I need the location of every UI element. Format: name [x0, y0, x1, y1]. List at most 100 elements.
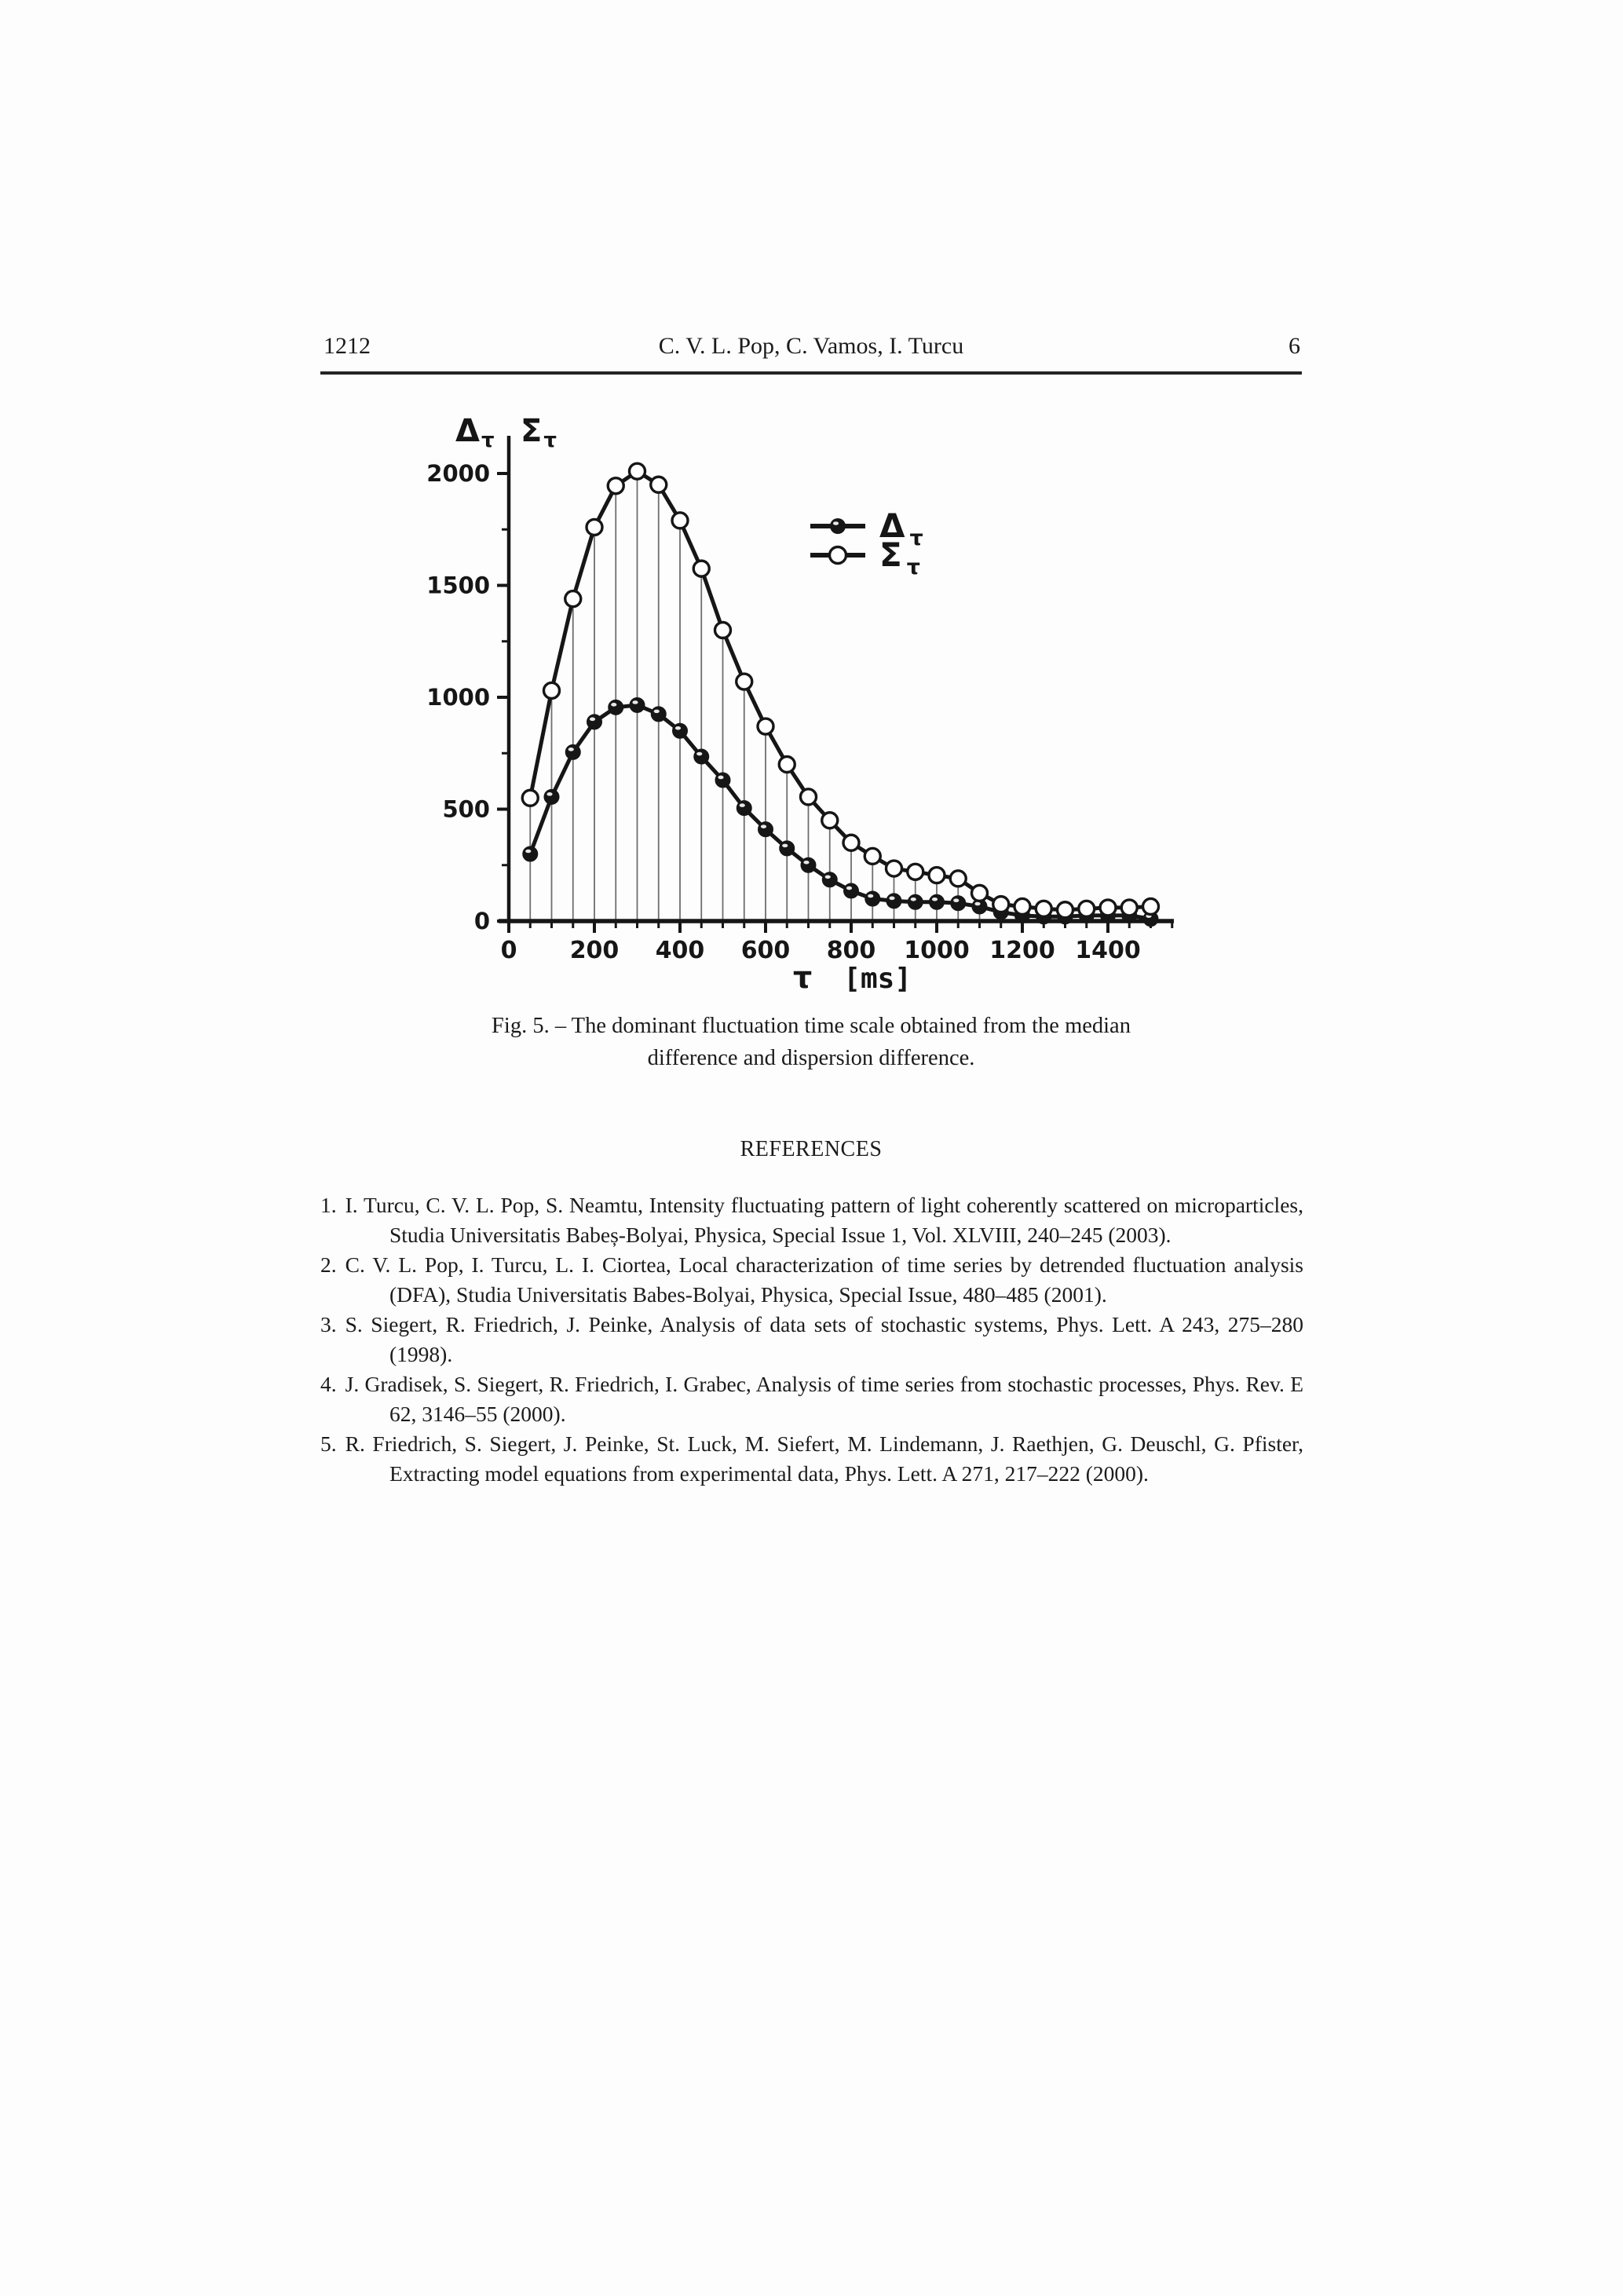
figure-5: 0 500 1000 1500 2000 0 200 400 600 800 1000 1200 140… — [424, 393, 1303, 1013]
x-tick-label: 1400 — [1075, 937, 1141, 964]
reference-number: 1. — [320, 1193, 337, 1217]
x-axis-label: τ [ms] — [793, 960, 912, 995]
y-axis-head-labels: Δτ Στ — [455, 413, 557, 452]
filled-circle-marker — [821, 872, 838, 888]
filled-circle-marker — [715, 772, 731, 788]
open-circle-marker — [842, 833, 861, 852]
references-heading: REFERENCES — [740, 1137, 883, 1161]
open-circle-marker — [542, 681, 561, 700]
open-circle-marker — [777, 755, 796, 774]
reference-text: S. Siegert, R. Friedrich, J. Peinke, Ana… — [345, 1312, 1303, 1366]
open-circle-marker — [1120, 898, 1139, 917]
y-tick-label: 1500 — [426, 572, 490, 599]
x-tick-label: 400 — [656, 937, 705, 964]
filled-circle-marker — [693, 748, 710, 765]
filled-circle-marker — [865, 890, 881, 907]
reference-number: 3. — [320, 1312, 337, 1336]
filled-circle-marker — [608, 699, 624, 715]
open-circle-marker — [949, 869, 967, 888]
open-circle-marker — [992, 894, 1011, 914]
legend-filled-circle-marker — [830, 518, 846, 534]
open-circle-marker — [821, 811, 839, 830]
y-tick-label: 1000 — [426, 684, 490, 711]
open-circle-marker — [1077, 899, 1096, 919]
filled-circle-marker — [886, 893, 902, 909]
open-circle-marker — [692, 559, 711, 578]
filled-circle-marker — [587, 714, 602, 730]
filled-circle-marker — [565, 744, 581, 760]
x-tick-label: 800 — [827, 937, 876, 964]
filled-circle-marker — [650, 706, 667, 722]
reference-item: 4. J. Gradisek, S. Siegert, R. Friedrich,… — [320, 1369, 1303, 1429]
figure-caption: Fig. 5. – The dominant fluctuation time … — [320, 1010, 1302, 1074]
page-number-right: 6 — [1289, 333, 1300, 359]
reference-text: I. Turcu, C. V. L. Pop, S. Neamtu, Inten… — [345, 1193, 1303, 1247]
y-tick-label: 0 — [474, 908, 490, 934]
reference-text: R. Friedrich, S. Siegert, J. Peinke, St.… — [345, 1431, 1303, 1486]
filled-circle-marker — [800, 857, 817, 873]
filled-circle-marker — [907, 894, 923, 910]
filled-circle-marker — [736, 800, 752, 817]
filled-circle-marker — [779, 840, 795, 857]
open-circle-marker — [1013, 897, 1032, 916]
reference-item: 2. C. V. L. Pop, I. Turcu, L. I. Ciortea,… — [320, 1250, 1303, 1310]
open-circle-marker — [606, 476, 625, 495]
open-circle-marker — [627, 462, 647, 481]
legend-open-circle-marker — [828, 545, 848, 565]
axes — [499, 436, 1174, 923]
open-circle-marker — [1034, 899, 1053, 919]
open-circle-marker — [906, 862, 925, 881]
filled-circle-marker — [843, 883, 859, 899]
reference-item: 1. I. Turcu, C. V. L. Pop, S. Neamtu, Int… — [320, 1190, 1303, 1250]
open-circle-marker — [564, 589, 583, 609]
open-circle-marker — [735, 672, 754, 691]
reference-item: 3. S. Siegert, R. Friedrich, J. Peinke, A… — [320, 1310, 1303, 1369]
y-tick-label: 2000 — [426, 460, 490, 487]
axis-head-label: Δτ — [455, 413, 495, 452]
header-rule — [320, 371, 1302, 375]
x-tick-label: 0 — [501, 937, 517, 964]
y-tick-label: 500 — [442, 796, 490, 823]
figure-chart: 0 500 1000 1500 2000 0 200 400 600 800 1000 1200 140… — [426, 413, 1174, 995]
open-circle-marker — [970, 883, 989, 903]
reference-text: C. V. L. Pop, I. Turcu, L. I. Ciortea, L… — [345, 1252, 1303, 1307]
axis-head-label: Στ — [521, 413, 557, 452]
open-circle-marker — [585, 517, 604, 537]
reference-item: 5. R. Friedrich, S. Siegert, J. Peinke, S… — [320, 1429, 1303, 1489]
filled-circle-marker — [929, 894, 945, 910]
figure-caption-line2: difference and dispersion difference. — [647, 1046, 975, 1070]
figure-caption-line1: Fig. 5. – The dominant fluctuation time … — [492, 1014, 1131, 1038]
open-circle-marker — [884, 859, 904, 878]
filled-circle-marker — [629, 696, 645, 713]
filled-circle-marker — [522, 846, 539, 862]
reference-number: 4. — [320, 1372, 337, 1396]
open-circle-marker — [927, 865, 946, 885]
open-circle-marker — [649, 475, 668, 494]
drop-lines — [529, 471, 1152, 921]
open-circle-marker — [1055, 901, 1075, 919]
reference-text: J. Gradisek, S. Siegert, R. Friedrich, I… — [345, 1372, 1303, 1426]
page-number-left: 1212 — [324, 333, 371, 359]
x-tick-label: 1000 — [904, 937, 970, 964]
running-title: C. V. L. Pop, C. Vamos, I. Turcu — [658, 333, 964, 359]
open-circle-marker — [863, 846, 882, 866]
x-tick-label: 600 — [741, 937, 791, 964]
series-delta — [522, 696, 1159, 927]
series-sigma — [521, 462, 1161, 919]
open-circle-marker — [756, 717, 775, 736]
filled-circle-marker — [950, 895, 967, 912]
x-axis-label: τ [ms] — [793, 960, 912, 995]
open-circle-marker — [1141, 897, 1161, 916]
open-circle-marker — [799, 788, 818, 806]
x-tick-label: 1200 — [989, 937, 1055, 964]
x-axis-ticks: 0 200 400 600 800 1000 1200 1400 — [501, 921, 1174, 964]
filled-circle-marker — [543, 788, 560, 805]
open-circle-marker — [713, 620, 733, 640]
filled-circle-marker — [672, 722, 688, 739]
reference-number: 2. — [320, 1252, 337, 1277]
open-circle-marker — [1098, 898, 1117, 917]
x-tick-label: 200 — [570, 937, 620, 964]
open-circle-marker — [521, 788, 539, 807]
